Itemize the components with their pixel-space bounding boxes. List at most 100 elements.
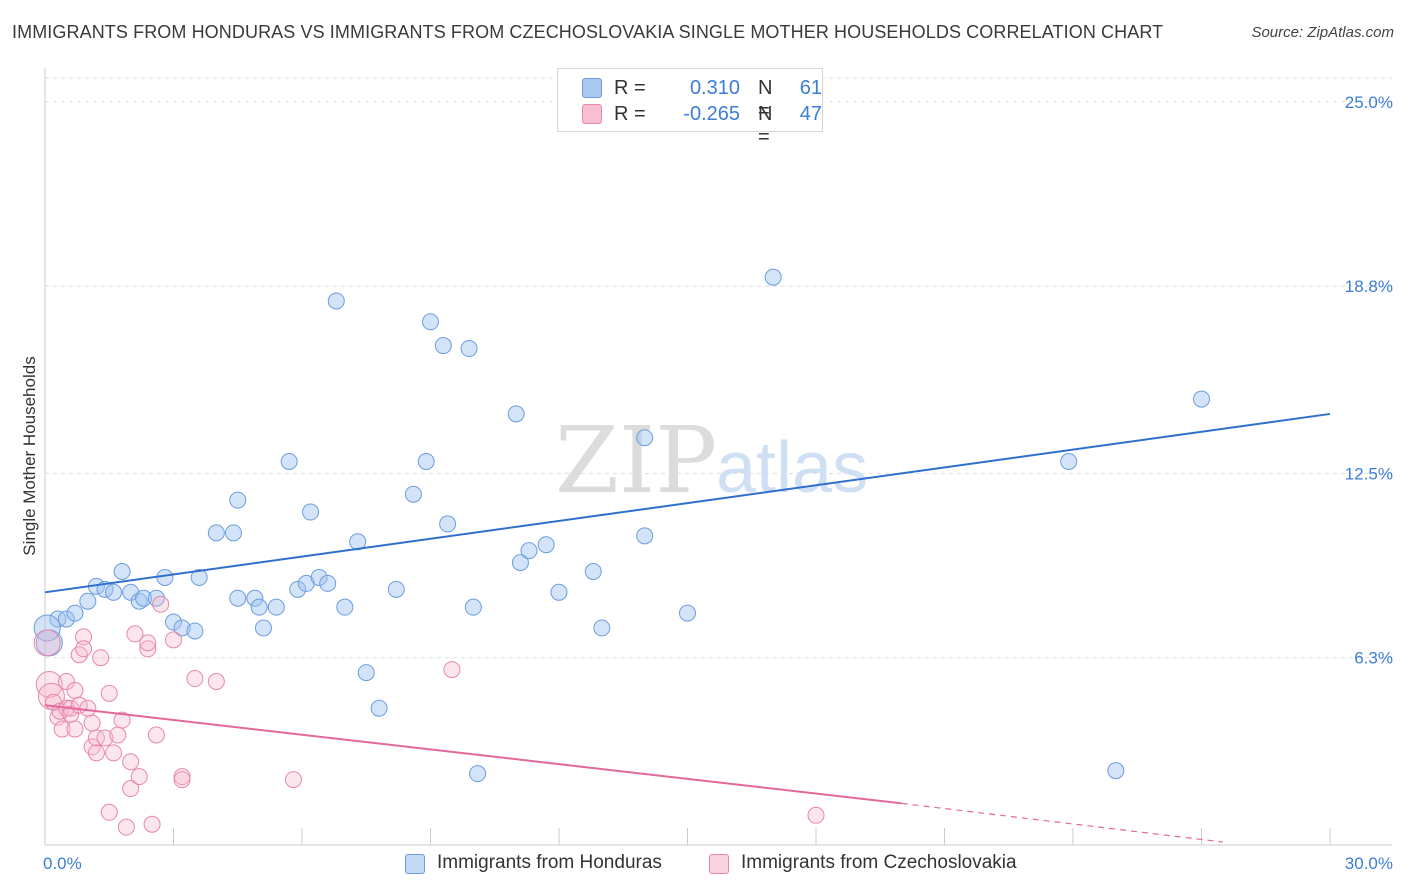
czechoslovakia-point	[70, 646, 88, 664]
honduras-point	[507, 405, 525, 423]
watermark-zip: ZIP	[555, 407, 717, 514]
source-label: Source: ZipAtlas.com	[1251, 24, 1394, 41]
honduras-point	[105, 583, 123, 601]
gridlines	[45, 77, 1392, 659]
czechoslovakia-point	[57, 672, 75, 690]
czechoslovakia-point	[139, 634, 157, 652]
czechoslovakia-point	[87, 729, 105, 747]
honduras-point	[190, 568, 208, 586]
czechoslovakia-point	[66, 681, 84, 699]
honduras-point	[422, 313, 439, 331]
honduras-point	[636, 429, 654, 447]
honduras-point	[636, 527, 654, 545]
honduras-point	[1193, 390, 1210, 408]
honduras-point	[679, 604, 696, 622]
honduras-point	[319, 574, 337, 592]
honduras-point	[302, 503, 320, 521]
honduras-point	[229, 589, 247, 607]
honduras-point	[66, 604, 84, 622]
trend-lines	[44, 412, 1331, 843]
honduras-point	[439, 515, 457, 533]
czechoslovakia-point	[807, 806, 825, 824]
czechoslovakia-point	[37, 682, 65, 710]
czechoslovakia-point	[75, 628, 93, 646]
x-tick-label: 30.0%	[1345, 854, 1393, 873]
czechoslovakia-point	[100, 803, 118, 821]
honduras-point	[165, 613, 182, 631]
czechoslovakia-point	[79, 699, 97, 717]
honduras-point	[370, 699, 388, 717]
czechoslovakia-trendline	[44, 704, 902, 805]
axes	[44, 68, 1392, 846]
honduras-point	[336, 598, 354, 616]
honduras-point	[33, 614, 61, 642]
legend-label: Immigrants from Czechoslovakia	[741, 852, 1017, 873]
honduras-trendline	[44, 412, 1331, 594]
y-tick-label: 12.5%	[1345, 464, 1393, 483]
honduras-point	[186, 622, 204, 640]
czechoslovakia-point	[126, 625, 144, 643]
y-tick-labels: 6.3% 12.5% 18.8% 25.0%	[1345, 93, 1393, 668]
honduras-point	[310, 568, 328, 586]
x-tick-label: 0.0%	[43, 854, 82, 873]
honduras-point	[229, 491, 247, 509]
honduras-point	[550, 583, 568, 601]
honduras-point	[764, 268, 782, 286]
y-axis-label: Single Mother Households	[20, 356, 39, 555]
honduras-point	[404, 485, 422, 503]
n-label: N =	[758, 103, 773, 148]
chart-title: IMMIGRANTS FROM HONDURAS VS IMMIGRANTS F…	[12, 22, 1164, 42]
n-value: 61	[799, 77, 822, 99]
honduras-point	[1107, 762, 1125, 780]
honduras-point	[327, 292, 345, 310]
honduras-point	[57, 610, 75, 628]
czechoslovakia-point	[83, 738, 101, 756]
honduras-point	[267, 598, 285, 616]
honduras-point	[280, 453, 298, 470]
honduras-point	[207, 524, 225, 542]
honduras-point	[469, 765, 487, 783]
n-value: 47	[799, 103, 822, 125]
czechoslovakia-point	[152, 595, 170, 613]
series-legend: Immigrants from Honduras Immigrants from…	[0, 852, 1406, 876]
czechoslovakia-point	[207, 672, 225, 690]
honduras-point	[135, 589, 153, 607]
data-points	[33, 268, 1210, 836]
czechoslovakia-trendline-extension	[901, 802, 1223, 843]
r-label: R =	[614, 103, 646, 125]
honduras-point	[584, 562, 602, 580]
czechoslovakia-point	[92, 649, 110, 667]
honduras-point	[289, 580, 307, 598]
n-label: N =	[758, 77, 773, 122]
honduras-point	[147, 589, 165, 607]
czechoslovakia-point	[96, 729, 114, 747]
correlation-legend: R = 0.310 N = 61 R = -0.265 N = 47	[557, 68, 823, 148]
r-label: R =	[614, 77, 646, 99]
honduras-point	[224, 524, 242, 542]
honduras-point	[79, 592, 97, 610]
czechoslovakia-point	[122, 753, 140, 771]
honduras-point	[464, 598, 482, 616]
honduras-point	[387, 580, 405, 598]
honduras-point	[113, 562, 131, 580]
czechoslovakia-point	[100, 684, 118, 702]
czechoslovakia-point	[87, 744, 105, 762]
czechoslovakia-point	[443, 661, 461, 679]
czechoslovakia-point	[105, 744, 123, 762]
czechoslovakia-point	[33, 629, 61, 657]
honduras-point	[1060, 453, 1078, 470]
y-tick-label: 18.8%	[1345, 277, 1393, 296]
honduras-point	[250, 598, 268, 616]
honduras-swatch	[582, 78, 602, 98]
honduras-point	[434, 337, 452, 355]
honduras-point	[593, 619, 611, 637]
czechoslovakia-point	[109, 726, 127, 744]
honduras-point	[357, 664, 375, 682]
czechoslovakia-swatch	[582, 104, 602, 124]
y-tick-label: 6.3%	[1354, 649, 1393, 668]
czechoslovakia-point	[147, 726, 165, 744]
y-tick-label: 25.0%	[1345, 93, 1393, 112]
czechoslovakia-point	[117, 818, 135, 836]
r-value: -0.265	[683, 103, 740, 125]
